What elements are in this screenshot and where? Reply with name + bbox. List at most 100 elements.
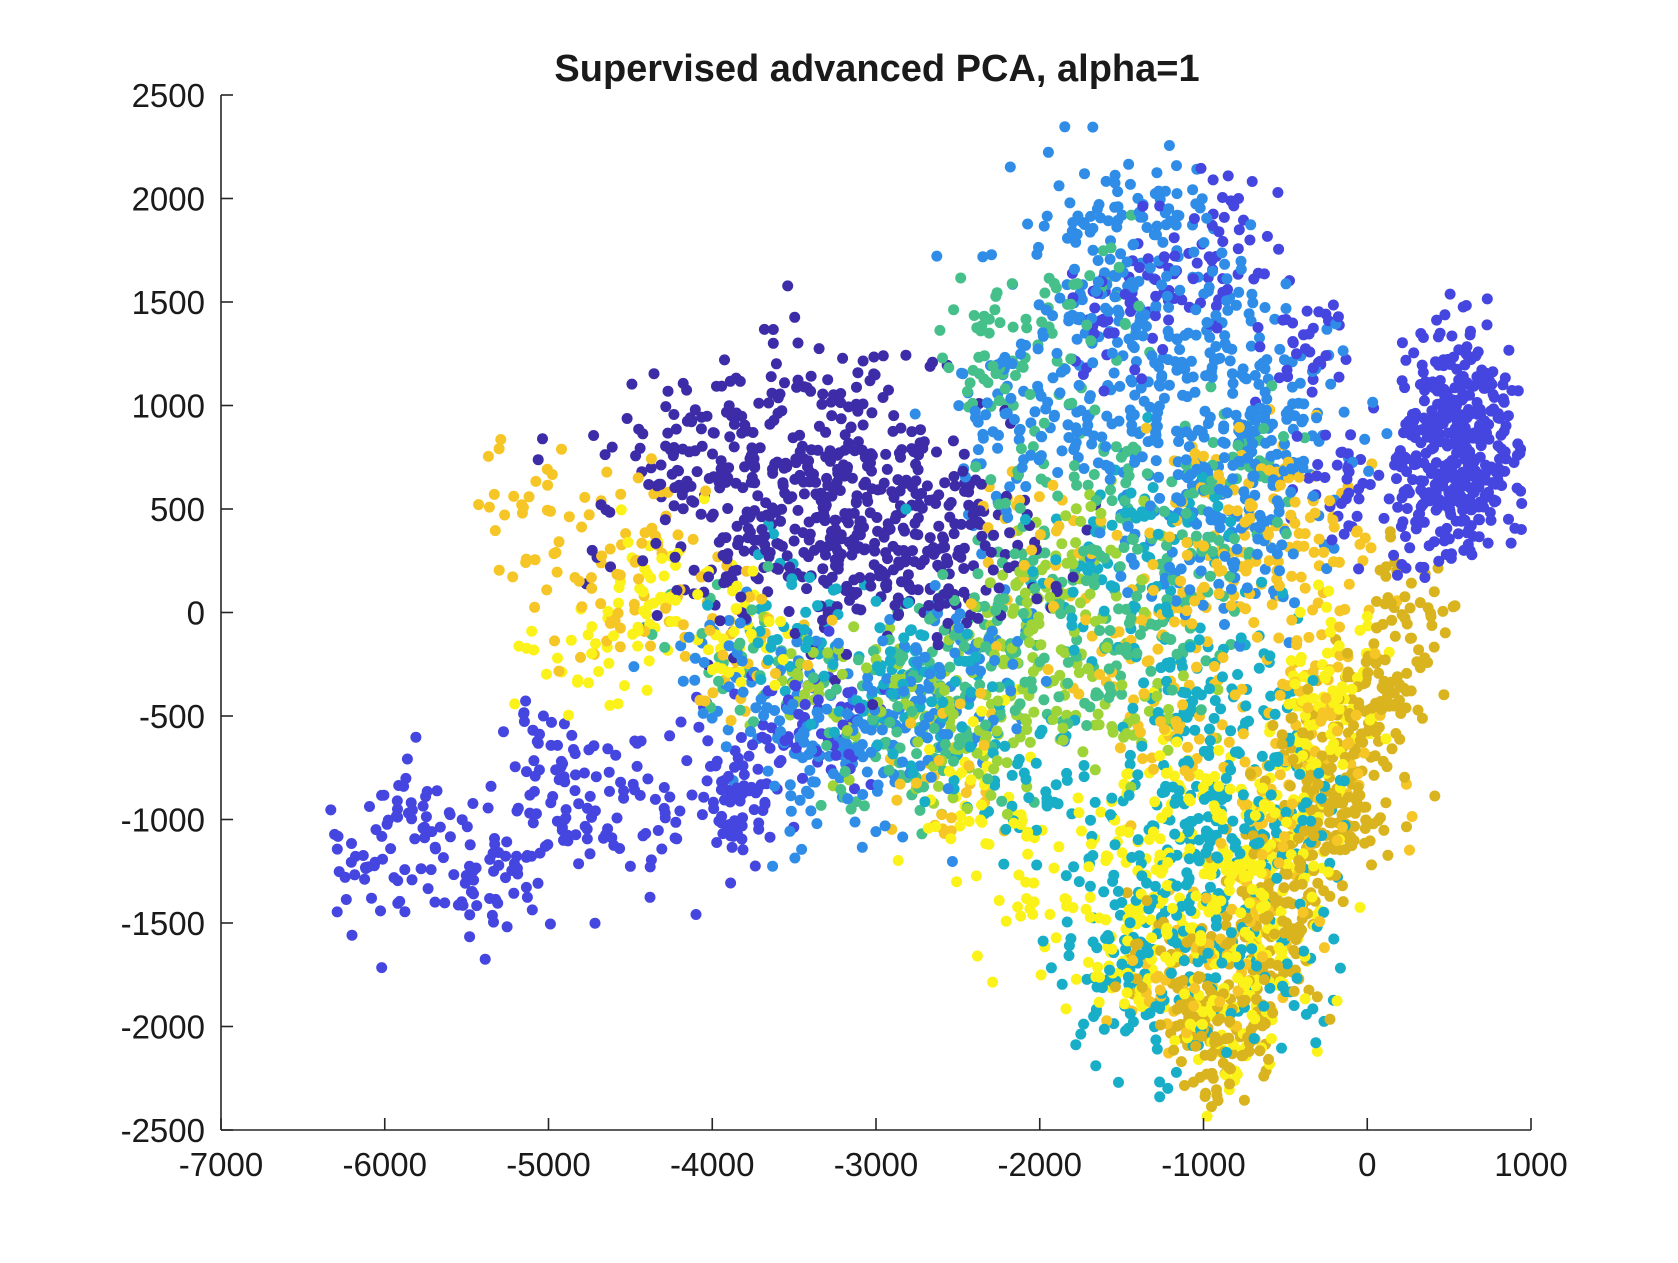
data-point	[698, 657, 710, 668]
data-point	[1274, 769, 1286, 781]
data-point	[1034, 728, 1046, 740]
data-point	[1264, 650, 1276, 662]
data-point	[429, 841, 441, 853]
data-point	[1516, 498, 1528, 509]
data-point	[1342, 666, 1354, 678]
data-point	[452, 899, 464, 911]
data-point	[1437, 480, 1449, 492]
data-point	[948, 528, 960, 540]
data-point	[1160, 767, 1172, 779]
data-point	[1272, 187, 1284, 198]
data-point	[1417, 332, 1429, 343]
data-point	[695, 423, 707, 435]
data-point	[1345, 831, 1357, 843]
data-point	[1040, 675, 1052, 687]
data-point	[620, 528, 632, 540]
data-point	[1221, 1047, 1233, 1058]
data-point	[1278, 882, 1290, 894]
data-point	[615, 488, 627, 500]
data-point	[1311, 1045, 1323, 1057]
data-point	[744, 591, 756, 603]
data-point	[1213, 744, 1225, 756]
data-point	[1197, 471, 1208, 483]
data-point	[556, 443, 567, 455]
data-point	[1290, 934, 1302, 946]
data-point	[999, 497, 1011, 509]
data-point	[1255, 402, 1267, 414]
data-point	[1093, 276, 1105, 288]
data-point	[1225, 600, 1237, 612]
data-point	[1287, 548, 1299, 560]
data-point	[1369, 750, 1381, 762]
data-point	[910, 642, 922, 654]
data-point	[746, 604, 758, 616]
data-point	[1238, 486, 1250, 498]
data-point	[784, 661, 796, 672]
data-point	[1047, 479, 1059, 491]
data-point	[1144, 401, 1156, 413]
data-point	[376, 962, 388, 974]
data-point	[744, 510, 756, 522]
data-point	[1301, 775, 1313, 787]
data-point	[827, 659, 839, 670]
data-point	[1165, 585, 1177, 597]
data-point	[1215, 703, 1227, 715]
data-point	[1241, 799, 1253, 811]
data-point	[1337, 345, 1349, 357]
data-point	[1392, 569, 1403, 581]
data-point	[1153, 361, 1165, 373]
data-point	[1089, 404, 1101, 416]
data-point	[612, 698, 624, 710]
data-point	[1147, 482, 1159, 493]
data-point	[1106, 792, 1118, 804]
data-point	[1272, 556, 1284, 568]
data-point	[979, 600, 991, 612]
data-point	[1272, 959, 1283, 971]
data-point	[865, 580, 877, 592]
data-point	[736, 655, 748, 667]
data-point	[835, 388, 847, 399]
data-point	[1425, 420, 1437, 432]
data-point	[485, 780, 497, 792]
data-point	[760, 733, 772, 745]
data-point	[1105, 484, 1116, 496]
data-point	[1012, 901, 1024, 913]
data-point	[1462, 464, 1474, 476]
data-point	[1239, 926, 1251, 938]
data-point	[1150, 1034, 1162, 1046]
data-point	[1149, 310, 1161, 322]
data-point	[583, 677, 594, 689]
data-point	[1136, 740, 1148, 752]
data-point	[1115, 670, 1126, 682]
data-point	[689, 652, 701, 664]
data-point	[1271, 872, 1283, 884]
data-point	[671, 833, 683, 845]
data-point	[1226, 368, 1238, 380]
data-point	[493, 564, 505, 576]
data-point	[1015, 443, 1027, 455]
data-point	[1173, 976, 1185, 988]
data-point	[495, 434, 507, 445]
data-point	[1096, 431, 1108, 443]
data-point	[998, 593, 1010, 605]
data-point	[398, 780, 410, 792]
data-point	[733, 534, 745, 546]
data-point	[1009, 704, 1021, 716]
data-point	[1273, 243, 1285, 255]
data-point	[1259, 302, 1271, 313]
data-point	[664, 444, 676, 456]
data-point	[1193, 855, 1205, 867]
data-point	[595, 598, 607, 610]
data-point	[529, 601, 541, 613]
data-point	[1303, 328, 1315, 340]
data-point	[1515, 485, 1527, 497]
data-point	[789, 473, 801, 485]
data-point	[1218, 452, 1230, 464]
data-point	[569, 748, 581, 760]
data-point	[1210, 913, 1222, 925]
data-point	[1223, 885, 1235, 896]
data-point	[1054, 387, 1066, 399]
data-point	[1382, 849, 1394, 861]
data-point	[1244, 768, 1256, 780]
data-point	[1014, 494, 1025, 506]
